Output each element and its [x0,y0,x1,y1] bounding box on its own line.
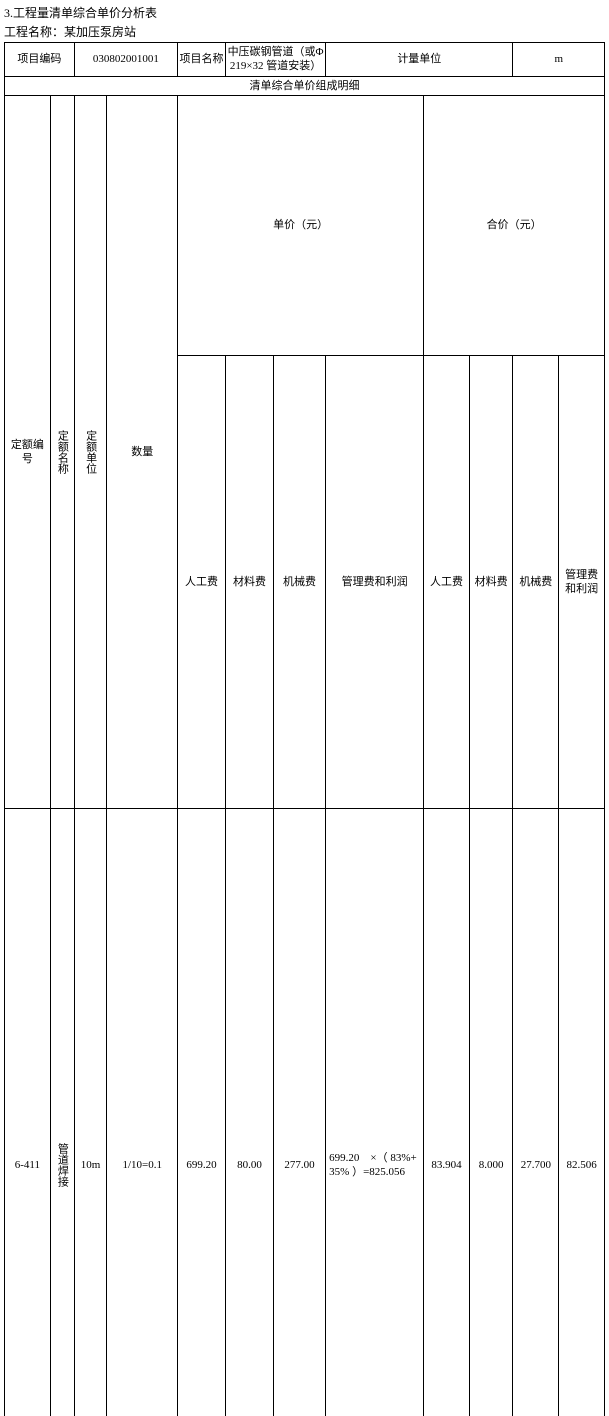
col-tp-labor: 人工费 [424,356,470,809]
col-unit-price: 单价（元） [178,95,424,355]
section-header: 清单综合单价组成明细 [5,76,605,95]
table-row: 清单综合单价组成明细 [5,76,605,95]
col-tp-material: 材料费 [469,356,513,809]
col-up-labor: 人工费 [178,356,226,809]
col-up-mgmt: 管理费和利润 [326,356,424,809]
cell-code: 6-411 [5,808,51,1416]
col-qty: 数量 [107,95,178,808]
col-quota-code: 定额编号 [5,95,51,808]
col-quota-name: 定额名称 [50,95,74,808]
unit-value: m [513,43,605,77]
cell-up-labor: 699.20 [178,808,226,1416]
table-row: 6-411 管道焊接 10m 1/10=0.1 699.20 80.00 277… [5,808,605,1416]
col-up-material: 材料费 [226,356,274,809]
doc-title: 3.工程量清单综合单价分析表 [4,4,605,21]
cell-tp-material: 8.000 [469,808,513,1416]
col-quota-unit: 定额单位 [74,95,107,808]
table-row: 定额编号 定额名称 定额单位 数量 单价（元） 合价（元） [5,95,605,355]
col-total-price: 合价（元） [424,95,605,355]
project-name-value: 中压碳钢管道（或Φ219×32 管道安装） [226,43,326,77]
col-tp-machine: 机械费 [513,356,559,809]
cell-unit: 10m [74,808,107,1416]
cell-name: 管道焊接 [50,808,74,1416]
cell-up-machine: 277.00 [273,808,325,1416]
project-name-label: 项目名称 [178,43,226,77]
col-up-machine: 机械费 [273,356,325,809]
col-tp-mgmt: 管理费和利润 [559,356,605,809]
cell-up-material: 80.00 [226,808,274,1416]
project-code-label: 项目编码 [5,43,75,77]
cell-up-mgmt: 699.20 ×（ 83%+35% ）=825.056 [326,808,424,1416]
cell-tp-labor: 83.904 [424,808,470,1416]
table-row: 项目编码 030802001001 项目名称 中压碳钢管道（或Φ219×32 管… [5,43,605,77]
analysis-table: 项目编码 030802001001 项目名称 中压碳钢管道（或Φ219×32 管… [4,42,605,1416]
cell-tp-machine: 27.700 [513,808,559,1416]
project-code: 030802001001 [74,43,177,77]
cell-tp-mgmt: 82.506 [559,808,605,1416]
unit-label: 计量单位 [326,43,513,77]
cell-qty: 1/10=0.1 [107,808,178,1416]
project-name-line: 工程名称：某加压泵房站 [4,23,605,40]
